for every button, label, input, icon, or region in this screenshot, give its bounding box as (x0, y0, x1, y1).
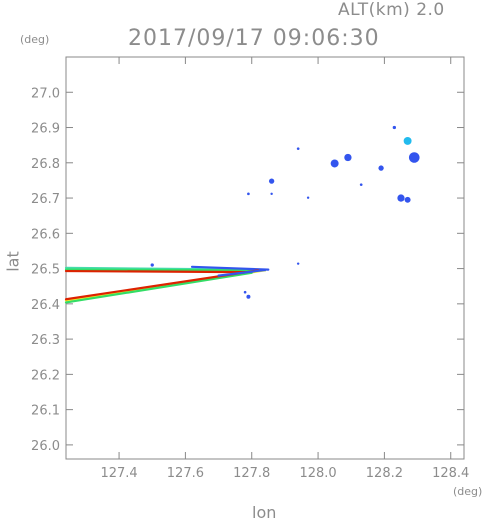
echo-cell (306, 196, 310, 199)
echo-cell (359, 183, 363, 186)
x-tick-label: 128.2 (366, 466, 403, 481)
echo-streak (64, 271, 253, 304)
x-tick-label: 128.4 (432, 466, 469, 481)
echo-cell (268, 178, 275, 184)
echo-cell (404, 196, 411, 203)
echo-cell (397, 194, 405, 202)
echo-streak (217, 268, 267, 277)
echo-cell (344, 153, 352, 162)
echo-cell (270, 192, 273, 196)
echo-cell (150, 263, 154, 267)
echo-cell (403, 136, 412, 145)
echo-cell (296, 262, 300, 265)
y-tick-label: 26.2 (31, 368, 60, 383)
y-tick-label: 26.0 (31, 439, 60, 454)
x-axis-unit: (deg) (453, 485, 483, 498)
y-tick-label: 26.7 (31, 192, 60, 207)
y-tick-label: 26.9 (31, 122, 60, 137)
echo-cell (378, 165, 384, 171)
x-tick-label: 127.8 (233, 466, 270, 481)
x-tick-label: 127.6 (167, 466, 204, 481)
altitude-label: ALT(km) 2.0 (338, 0, 445, 20)
echo-cell (247, 192, 250, 196)
echo-cell (330, 159, 339, 168)
timestamp-title: 2017/09/17 09:06:30 (128, 26, 380, 51)
y-tick-label: 26.5 (31, 263, 60, 278)
echo-cell (296, 147, 300, 151)
echo-streak (190, 265, 270, 271)
y-tick-label: 26.4 (31, 298, 60, 313)
x-axis-label: lon (252, 503, 277, 522)
echo-cell (246, 294, 251, 299)
y-tick-label: 26.1 (31, 404, 60, 419)
echo-cell (408, 152, 420, 163)
y-tick-label: 26.8 (31, 157, 60, 172)
y-tick-label: 26.6 (31, 227, 60, 242)
x-tick-label: 127.4 (100, 466, 137, 481)
echo-streak (64, 269, 247, 274)
y-axis-unit: (deg) (20, 33, 50, 46)
echo-cell (243, 290, 247, 294)
y-tick-label: 27.0 (31, 86, 60, 101)
x-tick-label: 128.0 (299, 466, 336, 481)
echo-cell (392, 125, 397, 130)
y-tick-label: 26.3 (31, 333, 60, 348)
echo-streak (64, 268, 267, 272)
plot-frame (65, 56, 465, 460)
